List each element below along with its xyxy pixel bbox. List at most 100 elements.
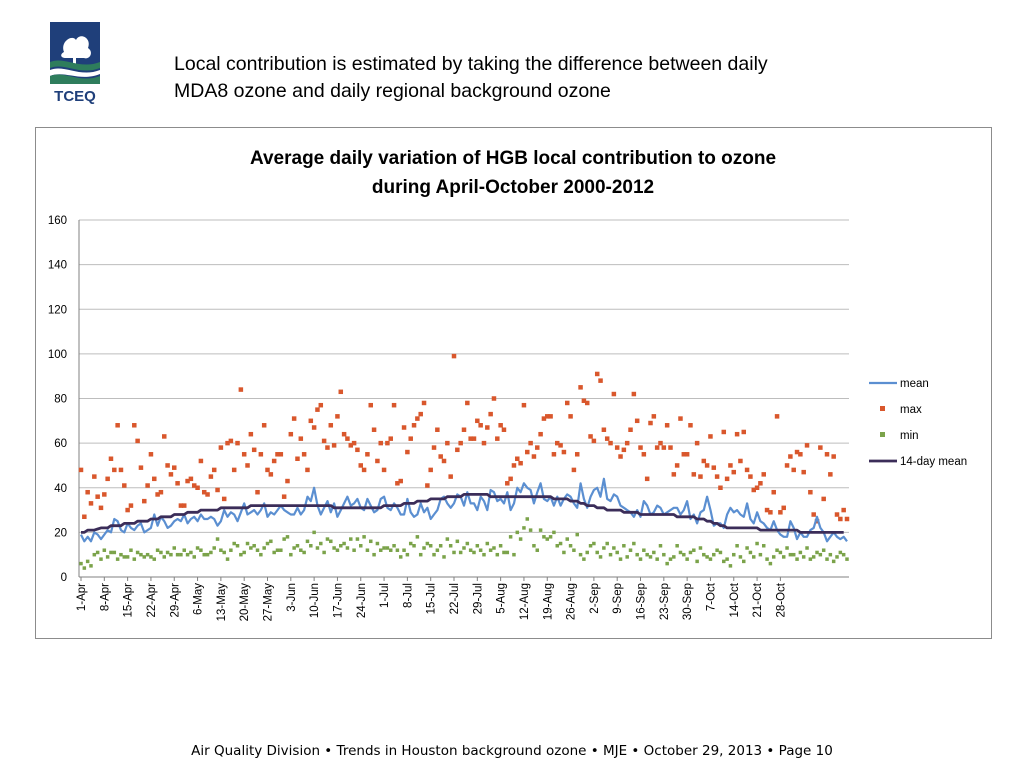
min-point — [232, 541, 236, 546]
min-point — [172, 546, 177, 550]
max-point — [528, 440, 533, 446]
min-point — [299, 548, 303, 552]
max-point — [408, 436, 413, 441]
slide-title-line2: MDA8 ozone and daily regional background… — [174, 80, 611, 102]
max-point — [358, 463, 364, 468]
max-point — [751, 487, 756, 493]
x-tick-label: 26-Aug — [566, 583, 578, 620]
max-point — [634, 418, 640, 424]
max-point — [841, 507, 846, 513]
max-point — [288, 431, 294, 437]
min-point — [242, 550, 246, 555]
min-point — [825, 557, 829, 561]
x-tick-label: 29-Jul — [472, 583, 484, 614]
max-point — [388, 436, 393, 441]
min-point — [578, 552, 583, 557]
min-point — [775, 548, 779, 552]
max-point — [584, 400, 590, 406]
y-axis: 0 20 40 60 80 100 120 140 160 — [48, 215, 67, 584]
max-point — [135, 438, 140, 444]
min-point — [169, 552, 173, 557]
min-point — [79, 561, 83, 566]
max-point — [218, 445, 224, 450]
max-point — [721, 429, 727, 435]
max-point — [704, 463, 710, 468]
max-point — [545, 414, 550, 419]
min-point — [622, 544, 626, 548]
max-point — [128, 503, 134, 508]
min-point — [685, 557, 689, 561]
min-point — [239, 552, 243, 557]
legend-label: min — [900, 430, 919, 442]
min-point — [791, 552, 796, 557]
min-point — [831, 559, 836, 564]
min-point — [778, 550, 783, 555]
max-point — [175, 481, 180, 486]
min-point — [472, 550, 476, 555]
max-point — [348, 443, 354, 448]
min-point — [388, 548, 393, 552]
min-point — [152, 557, 157, 561]
chart-grid — [78, 219, 849, 578]
min-point — [122, 555, 127, 559]
max-point — [711, 465, 717, 470]
max-point — [844, 516, 850, 522]
x-tick-label: 23-Sep — [659, 583, 671, 620]
min-point — [125, 555, 130, 559]
min-point — [129, 548, 133, 552]
legend-marker — [880, 406, 885, 411]
max-point — [478, 423, 483, 428]
min-point — [502, 550, 506, 555]
max-point — [515, 456, 520, 461]
min-point — [818, 552, 823, 557]
max-point — [678, 416, 683, 421]
min-point — [575, 532, 579, 537]
min-point — [82, 566, 87, 570]
max-point — [295, 456, 300, 461]
max-point — [641, 452, 647, 457]
max-point — [268, 472, 274, 477]
min-point — [355, 537, 360, 541]
min-point — [109, 550, 113, 555]
min-point — [635, 552, 639, 557]
min-point — [718, 550, 723, 555]
max-point — [801, 469, 806, 475]
max-point — [92, 474, 97, 479]
max-point — [828, 472, 833, 477]
max-point — [511, 463, 517, 468]
max-point — [231, 467, 237, 473]
max-point — [185, 478, 190, 484]
min-point — [135, 550, 140, 555]
max-point — [228, 438, 234, 444]
min-point — [115, 557, 120, 561]
max-point — [804, 443, 810, 448]
max-point — [568, 414, 573, 419]
min-point — [92, 552, 97, 557]
max-point — [475, 418, 480, 424]
min-point — [362, 535, 366, 539]
min-point — [821, 548, 826, 552]
min-point — [675, 544, 679, 548]
max-point — [305, 467, 310, 473]
min-point — [845, 557, 849, 561]
max-point — [738, 458, 743, 464]
max-point — [571, 467, 577, 473]
tceq-logo-graphic: TCEQ — [50, 22, 100, 105]
max-point — [445, 440, 450, 446]
max-point — [115, 423, 120, 428]
min-point — [655, 557, 659, 561]
min-point — [482, 552, 486, 557]
min-point — [432, 552, 436, 557]
max-point — [248, 431, 254, 437]
max-point — [208, 474, 214, 479]
min-point — [638, 557, 643, 561]
max-point — [788, 454, 793, 459]
max-point — [191, 483, 197, 488]
min-point — [565, 537, 569, 541]
max-point — [215, 487, 220, 493]
min-point — [612, 546, 616, 550]
max-point — [261, 423, 267, 428]
max-point — [425, 483, 430, 488]
min-point — [615, 550, 619, 555]
min-point — [428, 544, 433, 548]
